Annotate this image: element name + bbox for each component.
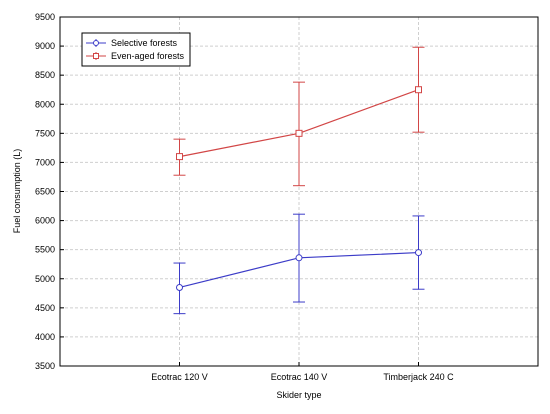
x-tick-label: Ecotrac 120 V [151,372,208,382]
y-tick-label: 8500 [35,70,55,80]
y-tick-label: 7500 [35,128,55,138]
legend-box [81,32,191,67]
y-tick-label: 5500 [35,245,55,255]
y-tick-label: 4000 [35,332,55,342]
x-axis-title: Skider type [276,390,321,400]
y-tick-label: 5000 [35,274,55,284]
y-tick-label: 8000 [35,99,55,109]
x-axis-ticks: Ecotrac 120 V Ecotrac 140 V Timberjack 240… [151,362,454,382]
y-tick-label: 3500 [35,361,55,371]
legend-marker [93,53,99,59]
legend: Selective forests Even-aged forests [81,32,191,67]
legend-marker [93,40,99,46]
data-point [415,249,422,257]
y-tick-label: 9000 [35,41,55,51]
data-point [295,254,303,262]
y-tick-label: 7000 [35,157,55,167]
data-point [176,283,183,291]
series-0 [173,213,425,315]
data-point [295,129,303,137]
y-tick-label: 4500 [35,303,55,313]
legend-entry-0: Selective forests [86,38,178,48]
series-1 [173,46,425,187]
legend-entry-1: Even-aged forests [86,51,185,61]
x-tick-label: Ecotrac 140 V [271,372,328,382]
legend-label: Even-aged forests [111,51,185,61]
y-axis-ticks: 3500 4000 4500 5000 5500 6000 6500 7000 7500 8000… [35,12,64,371]
legend-label: Selective forests [111,38,178,48]
series-layer [173,46,425,315]
y-tick-label: 9500 [35,12,55,22]
data-point [176,153,183,161]
y-axis-title: Fuel consumption (L) [12,149,22,234]
x-tick-label: Timberjack 240 C [383,372,454,382]
y-tick-label: 6000 [35,216,55,226]
y-tick-label: 6500 [35,187,55,197]
data-point [415,86,422,94]
